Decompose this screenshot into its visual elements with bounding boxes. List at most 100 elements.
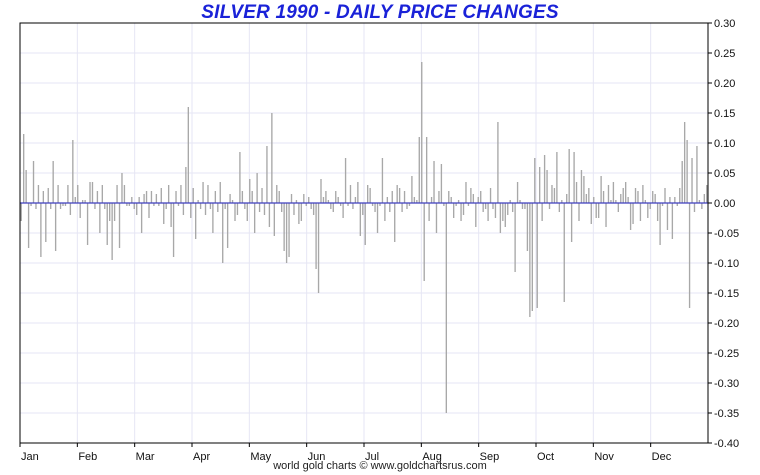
price-change-bar [305, 203, 307, 206]
price-change-bar [656, 203, 659, 221]
price-change-bar [391, 191, 393, 203]
price-change-bar [64, 203, 67, 206]
price-change-bar [433, 161, 435, 203]
price-change-bar [681, 161, 683, 203]
price-change-bar [448, 191, 450, 203]
price-change-bar [664, 188, 666, 203]
price-change-bar [632, 203, 634, 224]
price-change-bar [37, 185, 40, 203]
price-change-bar [362, 203, 364, 215]
price-change-bar [123, 185, 126, 203]
price-change-bar [62, 203, 64, 206]
price-change-bar [411, 176, 413, 203]
price-change-bar [551, 185, 553, 203]
price-change-bar [84, 200, 86, 203]
price-change-bar [706, 185, 708, 203]
price-change-bar [605, 203, 607, 227]
price-change-bar [519, 200, 521, 203]
price-change-bar [703, 194, 705, 203]
price-change-bar [258, 203, 261, 212]
price-change-bar [676, 203, 678, 206]
price-change-bar [143, 194, 145, 203]
price-change-bar [231, 200, 234, 203]
price-change-bar [187, 107, 189, 203]
price-change-bar [472, 194, 475, 203]
price-change-bar [502, 203, 504, 221]
price-change-bar [138, 197, 140, 203]
price-change-bar [241, 191, 244, 203]
price-change-bar [337, 197, 339, 203]
y-tick-label: 0.15 [714, 108, 735, 120]
price-change-bar [131, 197, 133, 203]
price-change-bar [371, 203, 374, 206]
price-change-bar [465, 182, 467, 203]
price-change-bar [590, 203, 592, 224]
price-change-bar [322, 197, 325, 203]
price-change-bar [96, 191, 99, 203]
price-change-bar [308, 197, 310, 203]
price-change-bar [612, 182, 615, 203]
price-change-bar [349, 185, 352, 203]
price-change-bar [546, 170, 548, 203]
price-change-bar [659, 203, 661, 245]
price-change-bar [457, 200, 460, 203]
price-change-bar [170, 203, 172, 227]
price-change-bar [27, 203, 30, 248]
price-change-bar [116, 185, 118, 203]
price-change-bar [428, 203, 430, 221]
price-change-bar [620, 194, 622, 203]
price-change-bar [54, 203, 57, 251]
price-change-bar [312, 203, 315, 215]
price-change-bar [278, 191, 280, 203]
price-change-bar [195, 203, 197, 239]
price-change-bar [543, 155, 546, 203]
price-change-bar [268, 203, 271, 227]
price-change-bar [150, 191, 153, 203]
price-change-bar [219, 182, 221, 203]
price-change-bar [539, 167, 541, 203]
price-change-bar [578, 203, 580, 221]
price-change-bar [470, 188, 472, 203]
price-change-bar [376, 203, 379, 233]
price-change-bar [600, 176, 602, 203]
x-tick-label: Jan [21, 451, 39, 463]
price-change-bar [276, 185, 278, 203]
price-change-bar [320, 179, 322, 203]
price-change-bar [290, 194, 293, 203]
price-change-bar [339, 203, 342, 206]
price-change-bar [256, 173, 258, 203]
price-change-bar [177, 203, 180, 206]
y-tick-label: -0.10 [714, 258, 739, 270]
price-change-bar [534, 158, 536, 203]
price-change-bar [217, 203, 219, 212]
chart-title: SILVER 1990 - DAILY PRICE CHANGES [201, 2, 559, 23]
price-change-bar [224, 203, 226, 209]
price-change-bar [593, 197, 595, 203]
price-change-bar [298, 203, 300, 224]
price-change-bar [374, 203, 376, 212]
price-change-bar [59, 203, 62, 209]
price-change-bar [283, 203, 285, 251]
price-change-bar [610, 200, 612, 203]
price-change-bar [163, 203, 165, 224]
price-change-bar [652, 191, 654, 203]
price-change-bar [244, 203, 246, 209]
price-change-bar [381, 158, 384, 203]
axes-layer [19, 22, 712, 447]
price-change-bar [585, 194, 588, 203]
price-change-bar [344, 158, 347, 203]
price-change-bar [607, 185, 610, 203]
price-change-bar [226, 203, 229, 248]
price-change-bar [487, 203, 489, 221]
plot-frame [19, 22, 709, 444]
price-change-bar [654, 194, 656, 203]
price-change-bar [67, 185, 69, 203]
price-change-bar [271, 113, 273, 203]
price-change-bar [285, 203, 288, 263]
price-change-bar [234, 203, 236, 221]
price-change-bar [647, 203, 649, 218]
price-change-bar [300, 203, 303, 221]
price-change-bar [467, 203, 470, 206]
price-change-bar [669, 197, 671, 203]
